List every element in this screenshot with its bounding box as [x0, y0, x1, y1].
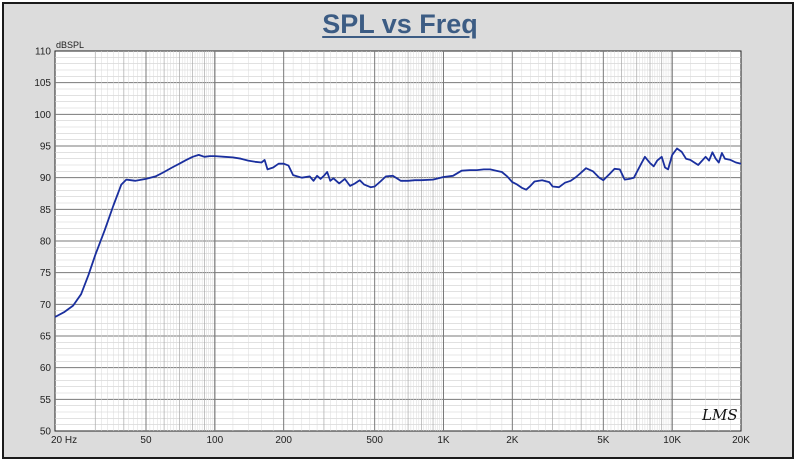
x-tick-label: 10K	[663, 435, 681, 446]
x-tick-label: 20 Hz	[51, 435, 77, 446]
y-tick-label: 80	[40, 237, 52, 248]
y-tick-label: 90	[40, 173, 52, 184]
series-line-spl	[54, 147, 742, 318]
y-tick-label: 95	[40, 142, 52, 153]
x-tick-label: 20K	[732, 435, 750, 446]
y-tick-label: 55	[40, 395, 52, 406]
grid-lines	[55, 51, 741, 431]
x-tick-label: 100	[206, 435, 223, 446]
y-tick-label: 100	[34, 110, 51, 121]
lms-logo: LMS	[702, 406, 738, 424]
y-tick-label: 65	[40, 332, 52, 343]
y-tick-label: 85	[40, 205, 52, 216]
y-tick-label: 110	[35, 47, 51, 58]
x-tick-label: 200	[275, 435, 292, 446]
x-tick-label: 1K	[437, 435, 450, 446]
y-tick-label: 105	[34, 78, 51, 89]
x-tick-labels: 20 Hz 50 100 200 500 1K 2K 5K 10K 20K	[51, 435, 750, 446]
y-tick-label: 70	[40, 300, 52, 311]
y-axis-label: dBSPL	[56, 40, 84, 50]
x-tick-label: 50	[140, 435, 152, 446]
x-tick-label: 2K	[506, 435, 519, 446]
chart-title: SPL vs Freq	[322, 9, 478, 39]
y-tick-labels: 50 55 60 65 70 75 80 85 90 95 100 105 110	[34, 47, 51, 438]
y-tick-label: 60	[40, 363, 52, 374]
y-tick-label: 50	[40, 427, 52, 438]
x-tick-label: 500	[366, 435, 383, 446]
y-tick-label: 75	[40, 268, 52, 279]
x-tick-label: 5K	[597, 435, 610, 446]
